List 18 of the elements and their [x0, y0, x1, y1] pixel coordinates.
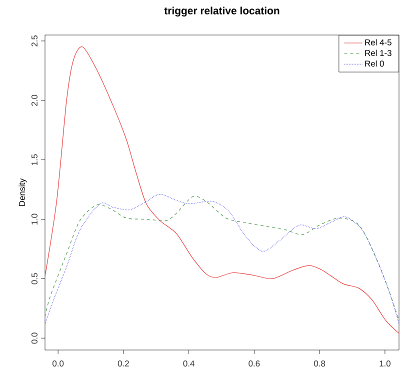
x-tick-label: 0.0: [52, 360, 64, 367]
x-tick-label: 0.2: [118, 360, 129, 367]
line-series: [45, 46, 400, 334]
y-axis-title: Density: [18, 178, 27, 206]
y-tick-label: 0.5: [31, 273, 38, 284]
legend-label: Rel 4-5: [365, 39, 392, 46]
x-tick-label: 1.0: [380, 360, 390, 367]
y-tick-label: 0.0: [31, 332, 38, 344]
x-tick-label: 0.4: [183, 360, 194, 367]
x-tick-label: 0.6: [248, 360, 260, 367]
y-tick-label: 2.0: [31, 94, 38, 106]
y-tick-label: 1.0: [31, 214, 38, 224]
legend-label: Rel 1-3: [365, 50, 392, 56]
legend-label: Rel 0: [365, 60, 384, 67]
x-tick-label: 0.8: [314, 360, 326, 367]
y-tick-label: 1.5: [32, 154, 38, 166]
chart-title: trigger relative location: [164, 6, 280, 17]
y-tick-label: 2.5: [31, 35, 38, 46]
